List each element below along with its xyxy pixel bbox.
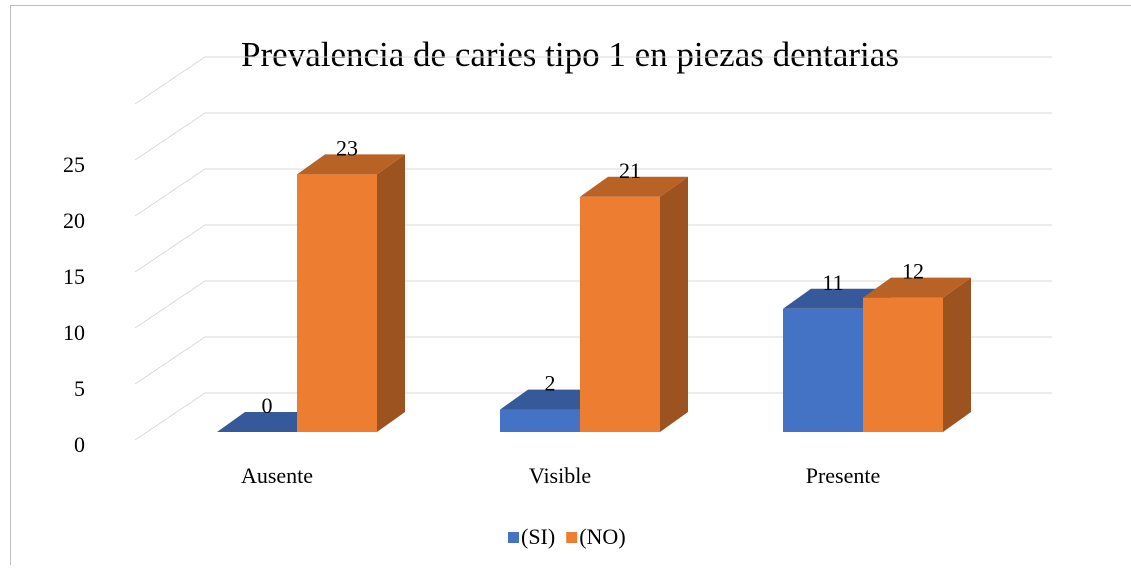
- y-tick-label: 25: [63, 152, 85, 177]
- chart-title: Prevalencia de caries tipo 1 en piezas d…: [241, 35, 899, 74]
- bar: [783, 309, 863, 432]
- y-tick-label: 10: [63, 320, 85, 345]
- bar-side: [660, 177, 688, 432]
- x-tick-label: Presente: [806, 463, 881, 488]
- value-label: 2: [545, 371, 556, 396]
- x-tick-label: Ausente: [241, 463, 313, 488]
- x-tick-label: Visible: [529, 463, 591, 488]
- legend-swatch: [508, 532, 519, 543]
- y-tick-label: 20: [63, 208, 85, 233]
- legend-label: (SI): [521, 524, 555, 549]
- bar: [863, 298, 943, 432]
- bar: [500, 410, 580, 432]
- value-label: 12: [902, 259, 924, 284]
- value-label: 23: [336, 135, 358, 160]
- legend-swatch: [566, 532, 577, 543]
- bar-side: [943, 278, 971, 432]
- y-tick-label: 15: [63, 264, 85, 289]
- legend-label: (NO): [579, 524, 625, 549]
- bar-side: [377, 154, 405, 432]
- grid-line: [135, 113, 1052, 160]
- value-label: 11: [822, 270, 843, 295]
- value-label: 0: [262, 393, 273, 418]
- y-tick-label: 5: [74, 376, 85, 401]
- bar: [297, 174, 377, 432]
- y-tick-label: 0: [74, 432, 85, 457]
- value-label: 21: [619, 158, 641, 183]
- bar: [580, 197, 660, 432]
